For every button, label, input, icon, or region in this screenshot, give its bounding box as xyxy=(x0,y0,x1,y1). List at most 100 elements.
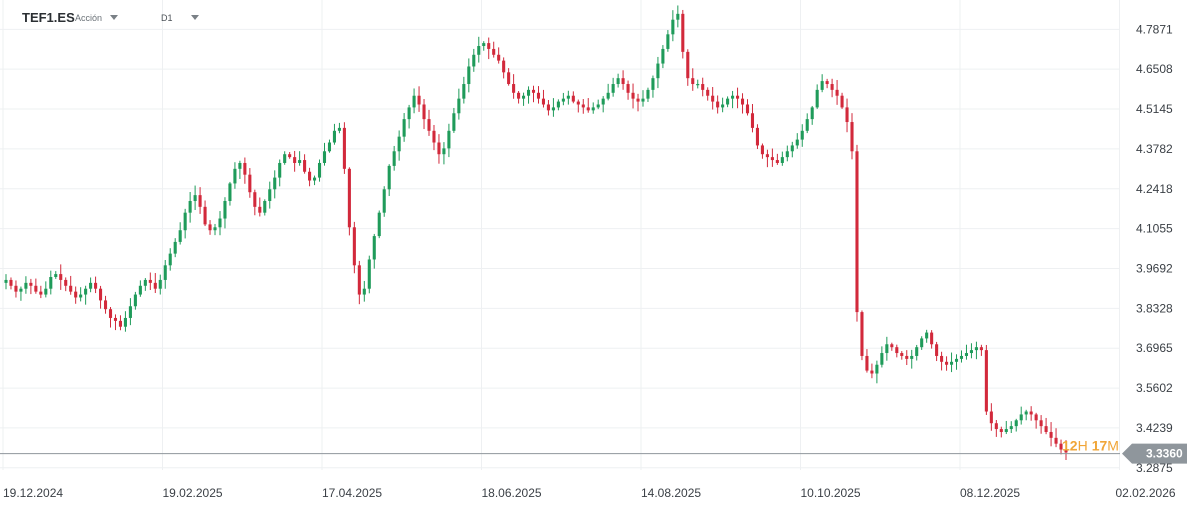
candle-body xyxy=(332,130,336,143)
candle-body xyxy=(865,355,869,371)
candle-body xyxy=(790,145,794,152)
candle-body xyxy=(34,285,38,292)
candle xyxy=(666,30,670,52)
date-tick-label: 19.12.2024 xyxy=(3,486,63,500)
candle-body xyxy=(382,189,386,213)
candle-body xyxy=(526,89,531,96)
candle xyxy=(422,99,426,130)
candle-body xyxy=(283,154,287,163)
candle-body xyxy=(626,84,630,93)
candle xyxy=(825,78,829,89)
candle xyxy=(278,159,282,187)
candle xyxy=(949,352,954,373)
candle xyxy=(1054,428,1058,448)
candle xyxy=(402,113,406,142)
candle xyxy=(178,222,182,245)
candle-body xyxy=(253,192,257,207)
timeframe-selector[interactable]: D1 xyxy=(156,6,202,28)
candle xyxy=(835,79,839,105)
candle-body xyxy=(551,107,555,111)
candle-body xyxy=(472,54,476,67)
candle xyxy=(447,123,451,158)
candle-body xyxy=(59,274,63,280)
candle xyxy=(522,92,526,106)
candle xyxy=(332,123,336,145)
candle xyxy=(800,124,804,147)
asset-type-label: Acción xyxy=(75,13,103,23)
candle xyxy=(123,311,127,332)
candle xyxy=(158,274,162,295)
candle-body xyxy=(760,145,764,155)
candle-body xyxy=(596,104,600,108)
candle-body xyxy=(39,291,43,295)
candle xyxy=(268,181,272,209)
candle xyxy=(94,276,98,294)
candle xyxy=(497,47,501,64)
candle xyxy=(536,86,541,104)
candle-body xyxy=(606,92,610,99)
candle-body xyxy=(397,136,401,152)
candle xyxy=(382,186,386,217)
candle-body xyxy=(89,282,93,289)
candle xyxy=(263,199,267,216)
candle xyxy=(238,160,242,179)
candle xyxy=(964,344,969,360)
candle-body xyxy=(830,84,834,90)
candle xyxy=(24,276,28,294)
candle xyxy=(994,419,998,437)
candle-body xyxy=(845,107,849,123)
candle xyxy=(810,105,814,125)
candle-body xyxy=(118,320,123,327)
symbol-selector[interactable]: TEF1.ES Acción xyxy=(18,6,122,28)
timeframe-value: D1 xyxy=(161,13,173,23)
candle-body xyxy=(1019,414,1023,421)
candle-body xyxy=(1004,429,1008,432)
candle xyxy=(208,220,212,235)
candle xyxy=(701,77,705,97)
candle xyxy=(452,107,456,133)
candle xyxy=(442,142,446,165)
candle xyxy=(945,356,949,371)
candle-body xyxy=(337,127,341,131)
candle xyxy=(935,341,939,362)
candle-body xyxy=(352,227,356,266)
candle xyxy=(716,95,720,114)
candle xyxy=(377,210,381,239)
candle xyxy=(128,298,132,326)
candle xyxy=(303,154,307,174)
candle xyxy=(462,76,466,104)
candle xyxy=(417,86,421,112)
candle xyxy=(974,341,978,360)
countdown-minutes-unit: M xyxy=(1107,438,1119,454)
candle-body xyxy=(780,157,784,163)
candle-body xyxy=(113,317,118,321)
candle xyxy=(407,104,411,129)
candle-body xyxy=(462,84,466,99)
candle-body xyxy=(243,162,247,175)
candle-body xyxy=(561,98,565,102)
candle xyxy=(760,143,764,159)
candle xyxy=(586,98,590,113)
price-tick-label: 4.7871 xyxy=(1136,22,1173,36)
date-axis: 19.12.2024 19.02.2025 17.04.2025 18.06.2025… xyxy=(3,486,1176,500)
candle xyxy=(890,342,894,351)
candle-body xyxy=(502,60,506,73)
candle xyxy=(820,74,824,93)
candle-body xyxy=(656,63,660,79)
candle-body xyxy=(517,92,521,99)
candle xyxy=(173,238,177,258)
candle xyxy=(108,307,113,328)
candle-body xyxy=(467,66,471,85)
candle-body xyxy=(218,218,222,228)
candle-body xyxy=(387,165,391,190)
price-tick-label: 3.6965 xyxy=(1136,341,1173,355)
candle xyxy=(566,90,570,105)
candle-body xyxy=(477,46,481,55)
candle-body xyxy=(153,282,157,289)
candle-body xyxy=(158,279,162,289)
candle xyxy=(531,85,536,103)
candle xyxy=(910,349,914,369)
candle xyxy=(880,346,884,368)
